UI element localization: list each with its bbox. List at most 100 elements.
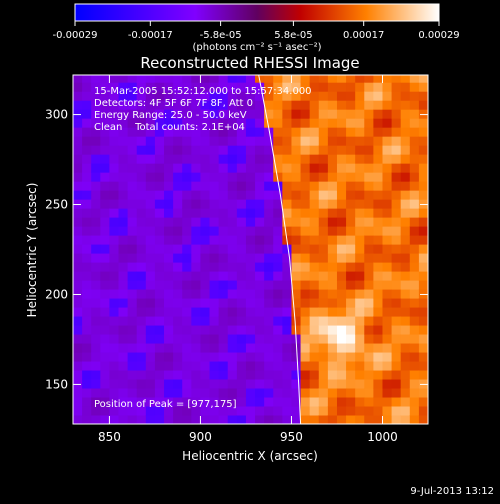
heatmap-cell — [391, 370, 402, 380]
heatmap-cell — [391, 190, 402, 200]
heatmap-cell — [309, 352, 320, 362]
heatmap-cell — [327, 118, 338, 128]
heatmap-cell — [309, 388, 320, 398]
heatmap-cell — [200, 100, 211, 110]
heatmap-cell — [164, 82, 174, 92]
heatmap-cell — [409, 136, 420, 146]
heatmap-cell — [346, 379, 356, 389]
heatmap-cell — [182, 75, 192, 83]
heatmap-cell — [227, 352, 238, 362]
heatmap-cell — [200, 127, 211, 137]
heatmap-cell — [82, 370, 92, 380]
heatmap-cell — [346, 172, 356, 182]
heatmap-cell — [300, 154, 311, 164]
x-tick-label: 1000 — [367, 430, 398, 444]
heatmap-cell — [173, 91, 183, 101]
heatmap-cell — [373, 226, 383, 236]
heatmap-cell — [136, 271, 147, 281]
heatmap-cell — [400, 118, 411, 128]
heatmap-cell — [154, 388, 165, 398]
heatmap-cell — [309, 379, 320, 389]
heatmap-cell — [327, 388, 338, 398]
heatmap-cell — [218, 100, 229, 110]
heatmap-cell — [236, 370, 247, 380]
heatmap-cell — [164, 208, 174, 218]
heatmap-cell — [245, 181, 256, 191]
heatmap-cell — [273, 118, 283, 128]
heatmap-cell — [300, 298, 311, 308]
heatmap-cell — [109, 298, 120, 308]
heatmap-cell — [291, 289, 302, 299]
heatmap-cell — [145, 100, 156, 110]
heatmap-cell — [273, 415, 283, 424]
heatmap-cell — [327, 352, 338, 362]
heatmap-cell — [136, 118, 147, 128]
heatmap-cell — [173, 289, 183, 299]
heatmap-cell — [218, 271, 229, 281]
heatmap-cell — [145, 280, 156, 290]
heatmap-cell — [245, 244, 256, 254]
heatmap-cell — [391, 226, 402, 236]
heatmap-cell — [200, 145, 211, 155]
heatmap-cell — [291, 127, 302, 137]
heatmap-cell — [264, 172, 274, 182]
heatmap-cell — [182, 397, 192, 407]
heatmap-cell — [309, 127, 320, 137]
heatmap-cell — [100, 172, 110, 182]
heatmap-cell — [191, 75, 201, 83]
heatmap-cell — [391, 127, 402, 137]
heatmap-cell — [154, 118, 165, 128]
heatmap-cell — [200, 190, 211, 200]
heatmap-cell — [82, 343, 92, 353]
heatmap-cell — [273, 163, 283, 173]
heatmap-cell — [145, 75, 156, 83]
heatmap-cell — [227, 262, 238, 272]
heatmap-cell — [346, 127, 356, 137]
heatmap-cell — [346, 397, 356, 407]
heatmap-cell — [346, 154, 356, 164]
heatmap-cell — [391, 199, 402, 209]
heatmap-cell — [218, 370, 229, 380]
heatmap-cell — [109, 199, 120, 209]
heatmap-cell — [327, 262, 338, 272]
heatmap-cell — [346, 226, 356, 236]
heatmap-cell — [218, 145, 229, 155]
heatmap-cell — [73, 136, 83, 146]
heatmap-cell — [364, 118, 374, 128]
heatmap-cell — [82, 406, 92, 416]
heatmap-cell — [282, 199, 292, 209]
heatmap-cell — [182, 82, 192, 92]
heatmap-cell — [82, 307, 92, 317]
heatmap-cell — [191, 289, 201, 299]
heatmap-cell — [73, 82, 83, 92]
heatmap-cell — [418, 244, 428, 254]
heatmap-cell — [154, 316, 165, 326]
heatmap-cell — [154, 307, 165, 317]
heatmap-cell — [245, 145, 256, 155]
heatmap-cell — [391, 253, 402, 263]
heatmap-cell — [191, 298, 201, 308]
heatmap-cell — [255, 208, 265, 218]
heatmap-cell — [355, 75, 365, 83]
heatmap-cell — [273, 172, 283, 182]
heatmap-cell — [227, 136, 238, 146]
heatmap-cell — [373, 82, 383, 92]
heatmap-cell — [136, 226, 147, 236]
heatmap-cell — [373, 361, 383, 371]
heatmap-cell — [282, 388, 292, 398]
heatmap-cell — [173, 136, 183, 146]
heatmap-cell — [400, 271, 411, 281]
heatmap-cell — [127, 208, 138, 218]
heatmap-cell — [218, 154, 229, 164]
heatmap-cell — [191, 91, 201, 101]
heatmap-cell — [273, 253, 283, 263]
heatmap-cell — [273, 217, 283, 227]
heatmap-cell — [364, 406, 374, 416]
heatmap-cell — [82, 199, 92, 209]
heatmap-cell — [318, 163, 329, 173]
heatmap-cell — [373, 262, 383, 272]
heatmap-cell — [218, 235, 229, 245]
heatmap-cell — [382, 163, 393, 173]
heatmap-cell — [309, 316, 320, 326]
